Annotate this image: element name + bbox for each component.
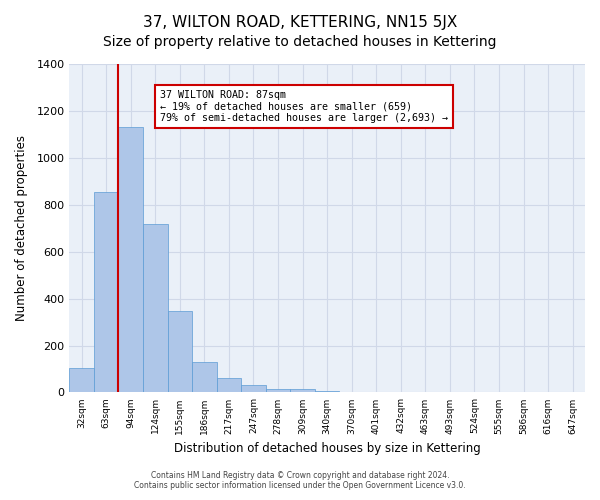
Bar bbox=[118, 128, 143, 392]
Bar bbox=[167, 312, 192, 392]
Bar bbox=[94, 192, 118, 392]
Bar bbox=[70, 368, 94, 392]
Bar bbox=[143, 224, 167, 392]
Y-axis label: Number of detached properties: Number of detached properties bbox=[15, 135, 28, 321]
X-axis label: Distribution of detached houses by size in Kettering: Distribution of detached houses by size … bbox=[174, 442, 481, 455]
Bar bbox=[290, 389, 315, 392]
Bar bbox=[192, 362, 217, 392]
Bar bbox=[241, 386, 266, 392]
Bar bbox=[217, 378, 241, 392]
Text: 37, WILTON ROAD, KETTERING, NN15 5JX: 37, WILTON ROAD, KETTERING, NN15 5JX bbox=[143, 15, 457, 30]
Text: Size of property relative to detached houses in Kettering: Size of property relative to detached ho… bbox=[103, 35, 497, 49]
Text: 37 WILTON ROAD: 87sqm
← 19% of detached houses are smaller (659)
79% of semi-det: 37 WILTON ROAD: 87sqm ← 19% of detached … bbox=[160, 90, 448, 123]
Bar bbox=[266, 389, 290, 392]
Text: Contains HM Land Registry data © Crown copyright and database right 2024.
Contai: Contains HM Land Registry data © Crown c… bbox=[134, 470, 466, 490]
